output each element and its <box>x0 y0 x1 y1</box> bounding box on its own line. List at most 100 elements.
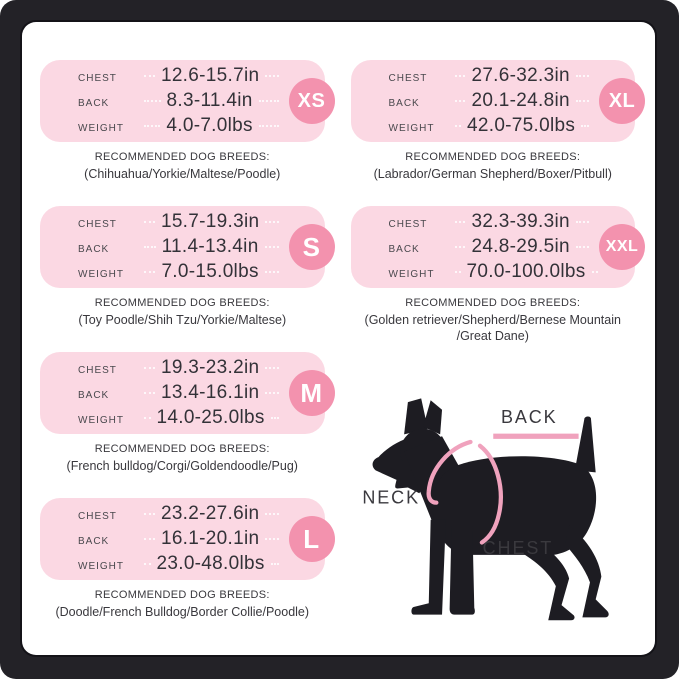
breeds-note: RECOMMENDED DOG BREEDS: (Toy Poodle/Shih… <box>40 297 325 328</box>
size-block-l: CHEST 23.2-27.6in BACK 16.1-20.1in WEIGH… <box>40 498 335 620</box>
weight-value: 4.0-7.0lbs <box>166 115 253 136</box>
measurement-row: BACK 20.1-24.8in <box>351 90 636 112</box>
breeds-title: RECOMMENDED DOG BREEDS: <box>405 151 581 163</box>
chest-value: 15.7-19.3in <box>160 211 260 232</box>
measurement-row: BACK 16.1-20.1in <box>40 528 325 550</box>
dotted-leader <box>144 221 155 223</box>
measurement-row: WEIGHT 23.0-48.0lbs <box>40 553 325 575</box>
back-label: BACK <box>388 244 420 255</box>
size-badge-m: M <box>288 370 335 416</box>
size-badge-xs: XS <box>288 78 335 124</box>
chest-label: CHEST <box>78 511 117 522</box>
dog-silhouette <box>372 398 609 621</box>
breeds-title: RECOMMENDED DOG BREEDS: <box>94 589 270 601</box>
back-label: BACK <box>78 536 110 547</box>
dotted-leader <box>575 100 589 102</box>
neck-girth-line <box>425 439 473 505</box>
measurement-row: BACK 24.8-29.5in <box>351 236 636 258</box>
breeds-list: (Doodle/French Bulldog/Border Collie/Poo… <box>55 605 310 619</box>
dotted-leader <box>144 271 156 273</box>
measurement-row: BACK 13.4-16.1in <box>40 382 325 404</box>
neck-diagram-label: NECK <box>362 488 420 508</box>
dotted-leader <box>265 392 279 394</box>
back-value: 13.4-16.1in <box>160 382 260 403</box>
dotted-leader <box>575 246 589 248</box>
dotted-leader <box>265 538 279 540</box>
breeds-list: (Toy Poodle/Shih Tzu/Yorkie/Maltese) <box>78 313 287 327</box>
weight-label: WEIGHT <box>78 123 124 134</box>
measurement-row: CHEST 12.6-15.7in <box>40 65 325 87</box>
back-value: 11.4-13.4in <box>161 236 259 257</box>
chest-value: 19.3-23.2in <box>160 357 260 378</box>
chest-value: 27.6-32.3in <box>471 65 570 86</box>
dotted-leader <box>265 367 279 369</box>
dotted-leader <box>144 246 156 248</box>
dotted-leader <box>144 417 151 419</box>
dotted-leader <box>591 271 598 273</box>
chest-label: CHEST <box>388 219 428 230</box>
chest-label: CHEST <box>78 365 117 376</box>
measurement-row: CHEST 27.6-32.3in <box>351 65 636 87</box>
weight-label: WEIGHT <box>388 269 435 280</box>
measurement-row: BACK 8.3-11.4in <box>40 90 325 112</box>
dotted-leader <box>454 271 461 273</box>
back-label: BACK <box>78 98 110 109</box>
dog-silhouette-illustration: BACK NECK CHEST <box>362 398 609 621</box>
dog-measurement-diagram: BACK NECK CHEST <box>351 374 636 656</box>
dotted-leader <box>144 538 155 540</box>
dotted-leader <box>270 417 279 419</box>
weight-label: WEIGHT <box>78 561 124 572</box>
size-badge-xxl: XXL <box>599 224 645 270</box>
breeds-list: (Golden retriever/Shepherd/Bernese Mount… <box>364 313 621 343</box>
breeds-title: RECOMMENDED DOG BREEDS: <box>94 297 270 309</box>
dotted-leader <box>144 392 155 394</box>
dotted-leader <box>265 513 279 515</box>
breeds-note: RECOMMENDED DOG BREEDS: (Golden retrieve… <box>351 297 636 344</box>
size-card-l: CHEST 23.2-27.6in BACK 16.1-20.1in WEIGH… <box>40 498 335 580</box>
size-block-s: CHEST 15.7-19.3in BACK 11.4-13.4in WEIGH… <box>40 206 335 328</box>
back-value: 16.1-20.1in <box>160 528 260 549</box>
breeds-note: RECOMMENDED DOG BREEDS: (French bulldog/… <box>40 443 325 474</box>
dotted-leader <box>575 75 589 77</box>
back-value: 8.3-11.4in <box>166 90 253 111</box>
weight-value: 14.0-25.0lbs <box>156 407 265 428</box>
chest-value: 23.2-27.6in <box>160 503 260 524</box>
measurement-row: CHEST 19.3-23.2in <box>40 357 325 379</box>
breeds-note: RECOMMENDED DOG BREEDS: (Doodle/French B… <box>40 589 325 620</box>
chest-girth-line <box>477 443 503 545</box>
dotted-leader <box>575 221 589 223</box>
size-chart-panel: CHEST 12.6-15.7in BACK 8.3-11.4in WEIGHT <box>22 22 655 655</box>
dotted-leader <box>264 271 279 273</box>
weight-value: 23.0-48.0lbs <box>156 553 265 574</box>
chest-value: 32.3-39.3in <box>471 211 570 232</box>
breeds-list: (Labrador/German Shepherd/Boxer/Pitbull) <box>373 167 612 181</box>
dotted-leader <box>144 125 161 127</box>
weight-value: 70.0-100.0lbs <box>466 261 586 282</box>
size-badge-l: L <box>288 516 335 562</box>
weight-label: WEIGHT <box>78 415 124 426</box>
weight-value: 42.0-75.0lbs <box>467 115 576 136</box>
dotted-leader <box>581 125 589 127</box>
chest-label: CHEST <box>78 73 117 84</box>
breeds-title: RECOMMENDED DOG BREEDS: <box>94 443 270 455</box>
dotted-leader <box>258 125 279 127</box>
right-column: CHEST 27.6-32.3in BACK 20.1-24.8in WEIGH… <box>350 60 645 656</box>
size-badge-xl: XL <box>599 78 645 124</box>
measurement-row: WEIGHT 7.0-15.0lbs <box>40 261 325 283</box>
weight-value: 7.0-15.0lbs <box>161 261 259 282</box>
dotted-leader <box>454 246 466 248</box>
breeds-title: RECOMMENDED DOG BREEDS: <box>405 297 581 309</box>
back-label: BACK <box>78 244 110 255</box>
dotted-leader <box>454 100 466 102</box>
size-badge-s: S <box>288 224 335 270</box>
size-card-xl: CHEST 27.6-32.3in BACK 20.1-24.8in WEIGH… <box>350 60 645 142</box>
size-card-s: CHEST 15.7-19.3in BACK 11.4-13.4in WEIGH… <box>40 206 335 288</box>
weight-label: WEIGHT <box>78 269 124 280</box>
chest-diagram-label: CHEST <box>482 538 552 558</box>
measurement-row: WEIGHT 14.0-25.0lbs <box>40 407 325 429</box>
back-diagram-label: BACK <box>500 407 557 427</box>
size-block-xxl: CHEST 32.3-39.3in BACK 24.8-29.5in WEIGH… <box>350 206 645 344</box>
size-card-xs: CHEST 12.6-15.7in BACK 8.3-11.4in WEIGHT <box>40 60 335 142</box>
breeds-note: RECOMMENDED DOG BREEDS: (Chihuahua/Yorki… <box>40 151 325 182</box>
